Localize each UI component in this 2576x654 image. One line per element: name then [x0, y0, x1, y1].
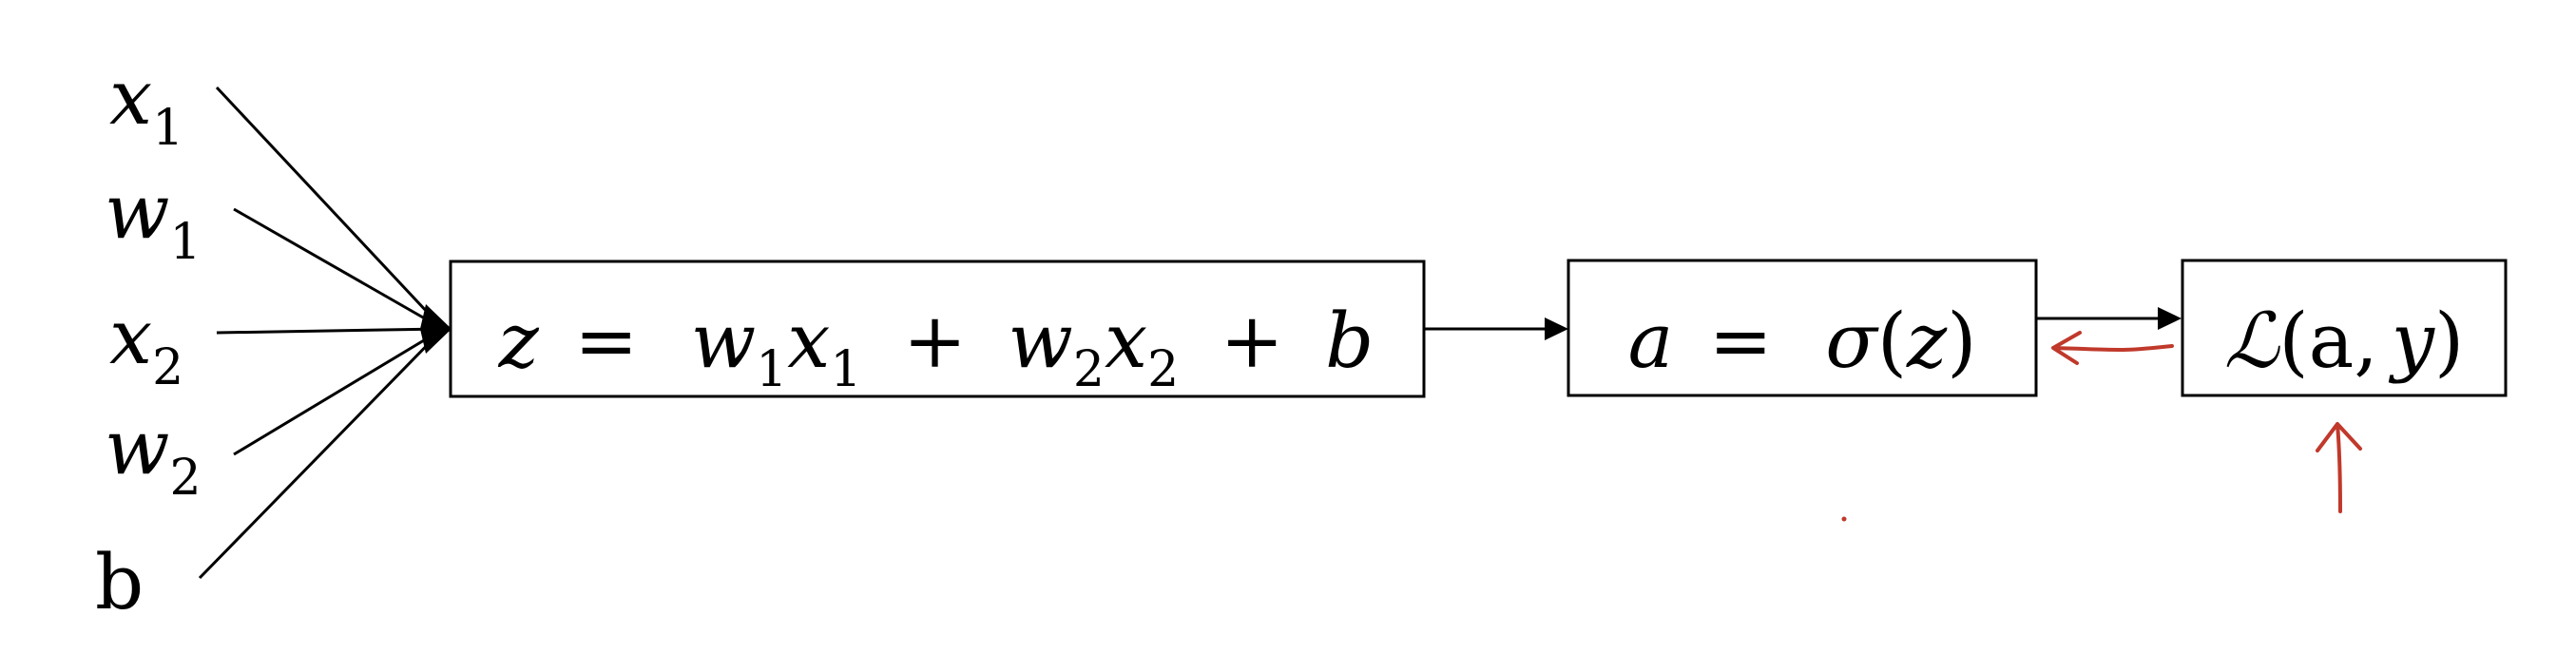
box-z-equation: z = w1x1 + w2x2 + b	[498, 297, 1375, 404]
edge-b	[198, 327, 445, 580]
annotation-dot	[1841, 516, 1847, 522]
box-loss-frame	[2181, 259, 2508, 397]
input-b: b	[95, 538, 144, 626]
input-edges	[198, 86, 445, 580]
box-a: a = σ(z)	[1567, 259, 2038, 397]
upward-arrow-icon	[2316, 422, 2362, 513]
input-labels: x1 w1 x2 w2 b	[95, 53, 202, 626]
backprop-annotations	[1841, 331, 2362, 522]
backward-arrow-icon	[2051, 331, 2174, 365]
edge-a-to-loss-arrowhead	[2158, 307, 2182, 330]
box-loss-equation: ℒ(a, y)	[2224, 297, 2464, 385]
box-z-frame	[449, 260, 1426, 398]
edge-x1	[215, 86, 445, 331]
input-x2: x2	[109, 293, 183, 396]
edge-w2	[233, 327, 444, 456]
input-w2: w2	[105, 403, 202, 507]
edge-z-to-a-arrowhead	[1545, 317, 1568, 340]
box-a-equation: a = σ(z)	[1628, 297, 1977, 385]
input-arrowhead	[420, 304, 452, 354]
input-w1: w1	[105, 167, 202, 271]
box-loss: ℒ(a, y)	[2181, 259, 2508, 397]
box-z: z = w1x1 + w2x2 + b	[449, 260, 1426, 404]
edge-x2	[216, 327, 444, 335]
box-a-frame	[1567, 259, 2038, 397]
edge-w1	[233, 207, 444, 331]
input-x1: x1	[109, 53, 183, 157]
